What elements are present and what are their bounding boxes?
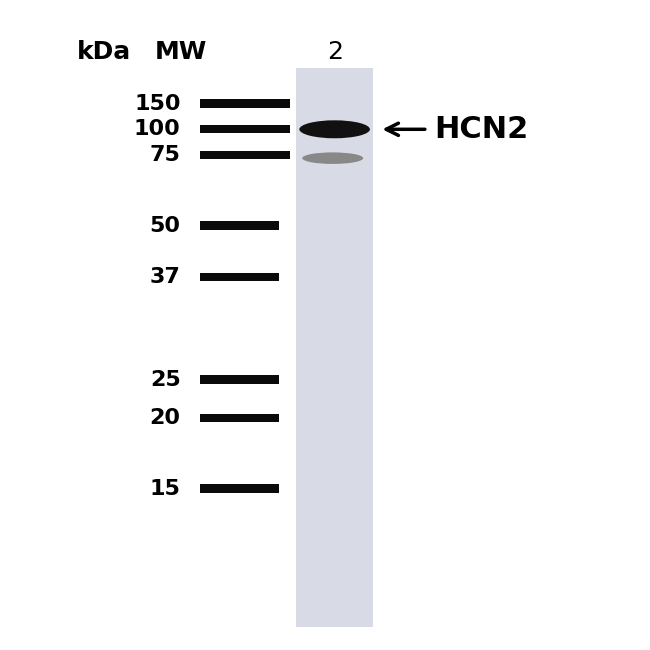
Bar	[200, 484, 279, 493]
Text: 15: 15	[150, 478, 181, 499]
Text: MW: MW	[155, 40, 207, 64]
Bar	[200, 273, 279, 281]
Text: 75: 75	[150, 145, 181, 165]
Bar	[200, 125, 290, 133]
Ellipse shape	[302, 152, 363, 164]
Bar	[200, 414, 279, 422]
Bar	[200, 99, 290, 108]
Bar	[200, 222, 279, 229]
Bar	[296, 68, 373, 627]
Text: 150: 150	[134, 94, 181, 114]
Bar	[200, 375, 279, 383]
Text: 50: 50	[150, 216, 181, 235]
Text: kDa: kDa	[77, 40, 131, 64]
Text: 2: 2	[327, 40, 343, 64]
Bar	[200, 151, 290, 159]
Text: 25: 25	[150, 370, 181, 389]
Ellipse shape	[300, 120, 370, 138]
Text: 37: 37	[150, 267, 181, 287]
Text: 100: 100	[134, 120, 181, 139]
Text: HCN2: HCN2	[434, 115, 528, 144]
Text: 20: 20	[150, 408, 181, 428]
